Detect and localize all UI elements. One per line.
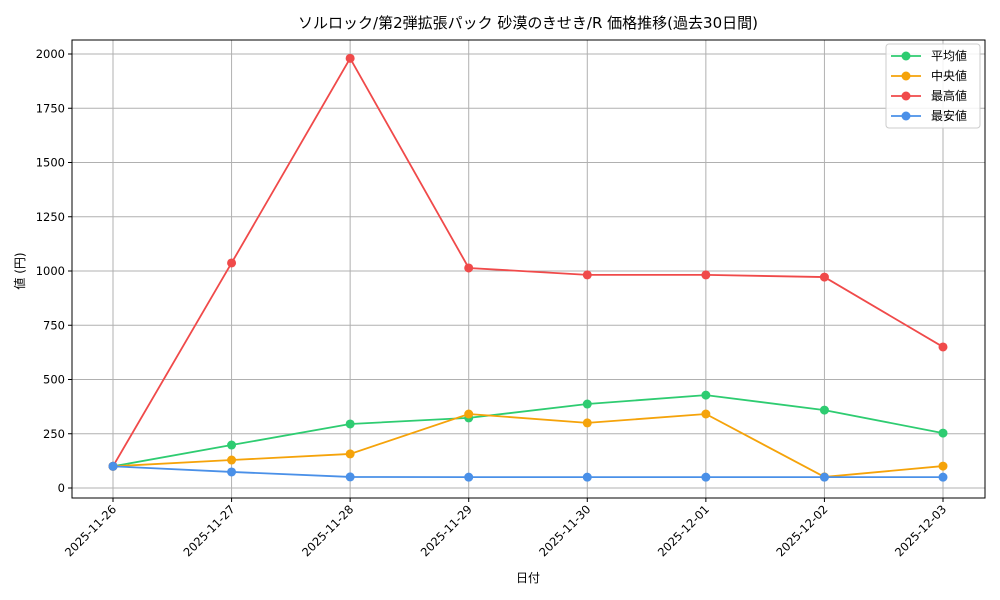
y-tick-label: 500 (43, 373, 65, 387)
x-tick-label: 2025-11-29 (418, 502, 475, 559)
data-point (227, 440, 237, 450)
data-point (345, 449, 355, 459)
data-point (345, 53, 355, 63)
series-layer (108, 53, 948, 482)
legend-item: 中央値 (891, 68, 967, 83)
data-point (819, 405, 829, 415)
data-point (464, 472, 474, 482)
x-tick-label: 2025-11-28 (299, 502, 356, 559)
series-line (108, 461, 948, 482)
legend-label: 中央値 (931, 68, 967, 83)
y-tick-label: 0 (58, 481, 65, 495)
data-point (582, 472, 592, 482)
data-point (582, 399, 592, 409)
legend-label: 最高値 (931, 88, 967, 103)
legend-item: 最高値 (891, 88, 967, 103)
data-point (819, 472, 829, 482)
data-point (938, 472, 948, 482)
y-tick-label: 1000 (36, 264, 65, 278)
x-tick-label: 2025-12-01 (655, 502, 712, 559)
x-axis-label: 日付 (516, 571, 540, 585)
data-point (345, 419, 355, 429)
x-tick-label: 2025-11-26 (62, 502, 119, 559)
x-axis: 2025-11-26 2025-11-27 2025-11-28 2025-11-29… (62, 498, 949, 559)
series-line (108, 390, 948, 471)
y-tick-label: 2000 (36, 47, 65, 61)
y-tick-label: 750 (43, 318, 65, 332)
data-point (701, 270, 711, 280)
x-tick-label: 2025-12-03 (892, 502, 949, 559)
data-point (938, 428, 948, 438)
y-tick-label: 1500 (36, 156, 65, 170)
data-point (345, 472, 355, 482)
x-tick-label: 2025-11-27 (181, 502, 238, 559)
y-axis: 0 250 500 750 1000 1250 1500 1750 2000 (36, 47, 72, 495)
data-point (108, 461, 118, 471)
data-point (582, 270, 592, 280)
y-tick-label: 1250 (36, 210, 65, 224)
data-point (464, 263, 474, 273)
legend-label: 最安値 (931, 108, 967, 123)
chart-title: ソルロック/第2弾拡張パック 砂漠のきせき/R 価格推移(過去30日間) (298, 14, 758, 32)
legend-box (885, 43, 981, 129)
y-tick-label: 1750 (36, 101, 65, 115)
y-axis-label: 値 (円) (12, 252, 27, 289)
data-point (227, 467, 237, 477)
legend-item: 最安値 (891, 108, 967, 123)
data-point (701, 409, 711, 419)
grid-lines (72, 40, 985, 498)
data-point (227, 258, 237, 268)
data-point (464, 409, 474, 419)
y-tick-label: 250 (43, 427, 65, 441)
data-point (938, 461, 948, 471)
x-tick-label: 2025-11-30 (536, 502, 593, 559)
legend-item: 平均値 (891, 48, 967, 63)
data-point (819, 272, 829, 282)
data-point (582, 418, 592, 428)
data-point (701, 390, 711, 400)
x-tick-label: 2025-12-02 (773, 502, 830, 559)
data-point (938, 342, 948, 352)
data-point (227, 455, 237, 465)
data-point (701, 472, 711, 482)
axes-frame (71, 39, 986, 499)
legend-label: 平均値 (931, 48, 967, 63)
